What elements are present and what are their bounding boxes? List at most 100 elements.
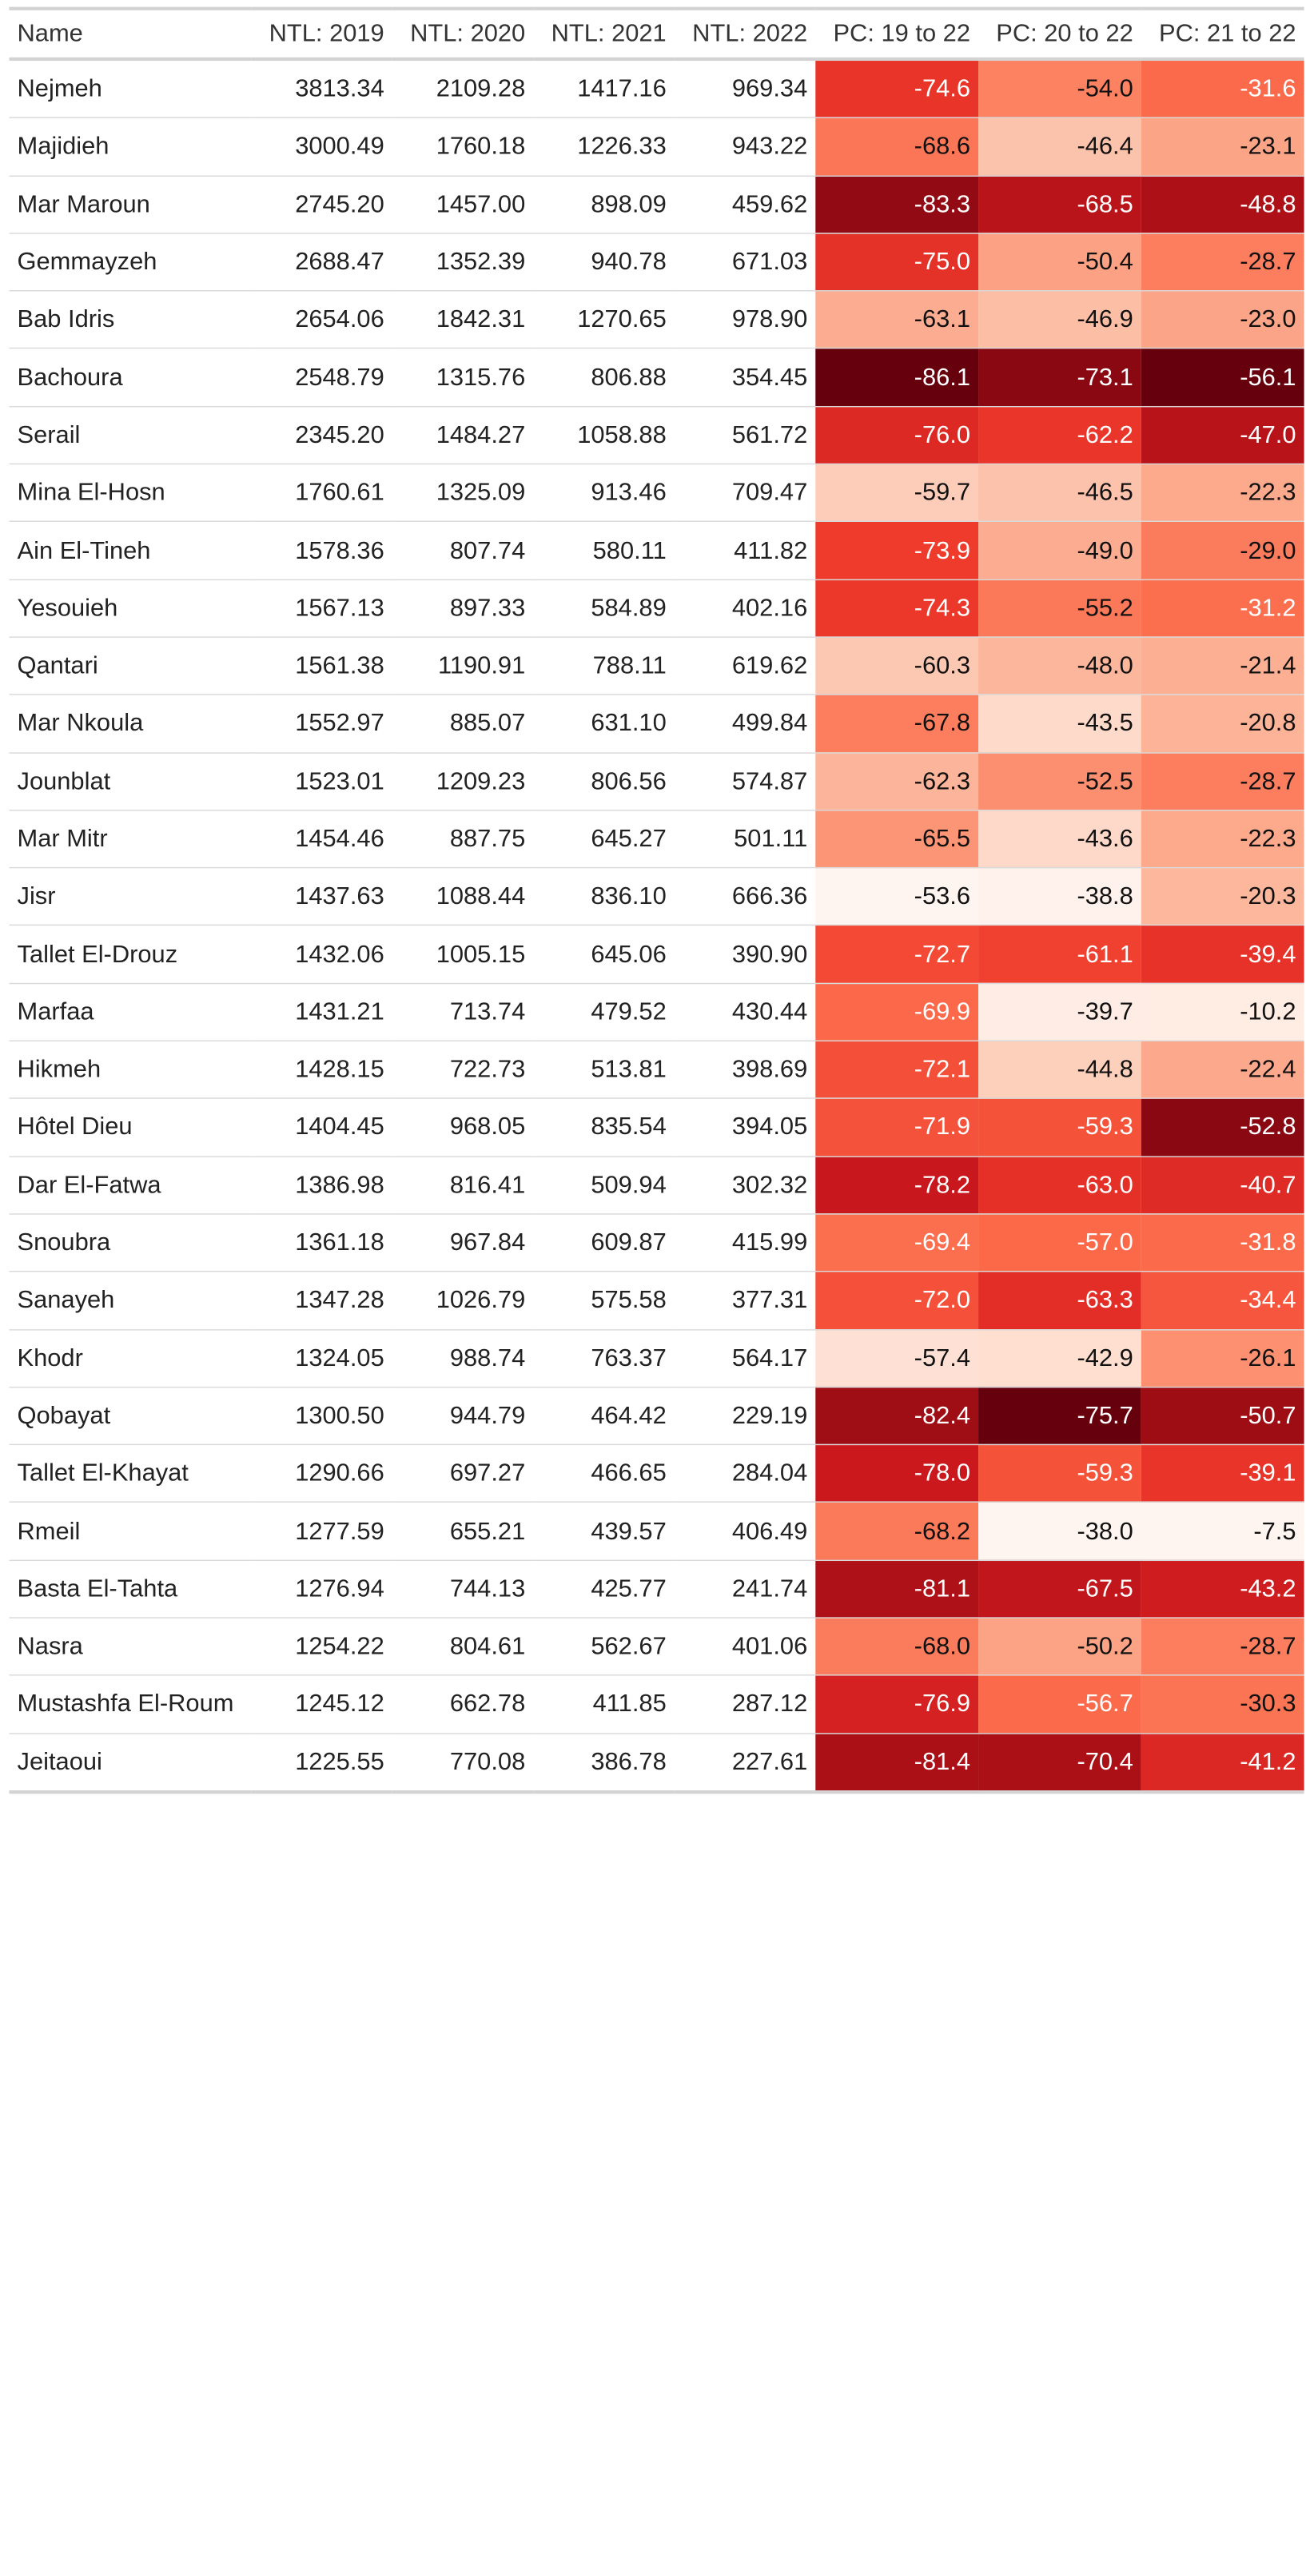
pc-heat-cell: -29.0: [1141, 521, 1304, 579]
ntl-value-cell: 509.94: [591, 1170, 667, 1199]
pc-heat-cell: -68.6: [815, 117, 979, 176]
pc-heat-cell: -86.1: [815, 348, 979, 407]
ntl-value-cell: 1432.06: [295, 940, 384, 968]
ntl-value-cell: 763.37: [591, 1344, 667, 1372]
pc-heat-cell: -54.0: [978, 58, 1141, 118]
pc-heat-cell: -31.6: [1141, 58, 1304, 118]
pc-heat-cell: -81.1: [815, 1559, 979, 1618]
ntl-value-cell: 464.42: [591, 1401, 667, 1429]
ntl-value-cell: 666.36: [731, 882, 808, 910]
ntl-value-cell: 575.58: [591, 1286, 667, 1314]
pc-heat-cell: -47.0: [1141, 406, 1304, 464]
ntl-value-cell: 287.12: [731, 1690, 808, 1718]
ntl-value-cell: 1578.36: [295, 536, 384, 564]
row-name-cell: Jounblat: [17, 766, 111, 795]
ntl-value-cell: 1277.59: [295, 1516, 384, 1545]
pc-heat-cell: -68.2: [815, 1502, 979, 1560]
pc-heat-cell: -48.8: [1141, 175, 1304, 233]
ntl-value-cell: 1552.97: [295, 709, 384, 737]
header-row: Name NTL: 2019 NTL: 2020 NTL: 2021 NTL: …: [9, 8, 1304, 59]
pc-heat-cell: -82.4: [815, 1387, 979, 1445]
ntl-value-cell: 1431.21: [295, 997, 384, 1025]
pc-heat-cell: -74.3: [815, 579, 979, 638]
ntl-value-cell: 402.16: [731, 594, 808, 622]
pc-heat-cell: -31.2: [1141, 579, 1304, 638]
ntl-value-cell: 1404.45: [295, 1113, 384, 1141]
header-pc-19-22[interactable]: PC: 19 to 22: [833, 19, 971, 47]
pc-heat-cell: -39.7: [978, 983, 1141, 1041]
pc-heat-cell: -50.2: [978, 1618, 1141, 1676]
ntl-value-cell: 804.61: [449, 1632, 526, 1660]
header-ntl-2021[interactable]: NTL: 2021: [551, 19, 667, 47]
row-name-cell: Serail: [17, 420, 81, 448]
pc-heat-cell: -72.1: [815, 1041, 979, 1099]
table-row: Qantari 1561.38 1190.91 788.11 619.62 -60.3 -4…: [9, 637, 1304, 695]
row-name-cell: Hôtel Dieu: [17, 1113, 133, 1141]
row-name-cell: Mar Maroun: [17, 189, 150, 218]
pc-heat-cell: -53.6: [815, 867, 979, 926]
row-name-cell: Marfaa: [17, 997, 94, 1025]
ntl-value-cell: 671.03: [731, 248, 808, 276]
header-ntl-2022[interactable]: NTL: 2022: [692, 19, 808, 47]
row-name-cell: Qantari: [17, 651, 98, 679]
pc-heat-cell: -63.0: [978, 1156, 1141, 1214]
pc-heat-cell: -70.4: [978, 1733, 1141, 1793]
ntl-value-cell: 835.54: [591, 1113, 667, 1141]
ntl-value-cell: 645.27: [591, 824, 667, 853]
row-name-cell: Jeitaoui: [17, 1747, 102, 1776]
row-name-cell: Bab Idris: [17, 305, 115, 333]
pc-heat-cell: -49.0: [978, 521, 1141, 579]
ntl-value-cell: 1457.00: [436, 189, 526, 218]
row-name-cell: Gemmayzeh: [17, 248, 157, 276]
pc-heat-cell: -41.2: [1141, 1733, 1304, 1793]
pc-heat-cell: -68.5: [978, 175, 1141, 233]
pc-heat-cell: -67.8: [815, 695, 979, 753]
pc-heat-cell: -30.3: [1141, 1675, 1304, 1734]
table-row: Marfaa 1431.21 713.74 479.52 430.44 -69.9 -39.…: [9, 983, 1304, 1041]
ntl-value-cell: 3813.34: [295, 74, 384, 102]
pc-heat-cell: -59.3: [978, 1098, 1141, 1157]
row-name-cell: Mina El-Hosn: [17, 478, 165, 507]
header-pc-21-22[interactable]: PC: 21 to 22: [1159, 19, 1296, 47]
pc-heat-cell: -43.5: [978, 695, 1141, 753]
ntl-value-cell: 1484.27: [436, 420, 526, 448]
row-name-cell: Bachoura: [17, 363, 123, 391]
pc-heat-cell: -22.3: [1141, 810, 1304, 868]
pc-heat-cell: -67.5: [978, 1559, 1141, 1618]
ntl-value-cell: 561.72: [731, 420, 808, 448]
ntl-value-cell: 425.77: [591, 1575, 667, 1603]
row-name-cell: Khodr: [17, 1344, 83, 1372]
pc-heat-cell: -38.0: [978, 1502, 1141, 1560]
ntl-value-cell: 969.34: [731, 74, 808, 102]
ntl-value-cell: 2109.28: [436, 74, 526, 102]
ntl-value-cell: 479.52: [591, 997, 667, 1025]
ntl-value-cell: 1270.65: [577, 305, 667, 333]
header-ntl-2019[interactable]: NTL: 2019: [269, 19, 384, 47]
header-ntl-2020[interactable]: NTL: 2020: [410, 19, 526, 47]
ntl-value-cell: 2688.47: [295, 248, 384, 276]
row-name-cell: Basta El-Tahta: [17, 1575, 178, 1603]
ntl-value-cell: 2345.20: [295, 420, 384, 448]
row-name-cell: Tallet El-Khayat: [17, 1459, 189, 1487]
pc-heat-cell: -23.1: [1141, 117, 1304, 176]
pc-heat-cell: -69.9: [815, 983, 979, 1041]
ntl-value-cell: 430.44: [731, 997, 808, 1025]
ntl-value-cell: 1005.15: [436, 940, 526, 968]
ntl-value-cell: 898.09: [591, 189, 667, 218]
ntl-value-cell: 302.32: [731, 1170, 808, 1199]
pc-heat-cell: -20.3: [1141, 867, 1304, 926]
pc-heat-cell: -76.9: [815, 1675, 979, 1734]
pc-heat-cell: -78.0: [815, 1444, 979, 1503]
ntl-value-cell: 406.49: [731, 1516, 808, 1545]
pc-heat-cell: -62.3: [815, 752, 979, 810]
header-name[interactable]: Name: [17, 19, 83, 47]
ntl-value-cell: 501.11: [734, 824, 808, 853]
pc-heat-cell: -28.7: [1141, 233, 1304, 292]
ntl-value-cell: 1324.05: [295, 1344, 384, 1372]
ntl-value-cell: 887.75: [449, 824, 526, 853]
ntl-value-cell: 1325.09: [436, 478, 526, 507]
table-row: Sanayeh 1347.28 1026.79 575.58 377.31 -72.0 -6…: [9, 1272, 1304, 1330]
header-pc-20-22[interactable]: PC: 20 to 22: [996, 19, 1133, 47]
table-row: Mar Nkoula 1552.97 885.07 631.10 499.84 -67.8…: [9, 695, 1304, 753]
pc-heat-cell: -69.4: [815, 1213, 979, 1272]
